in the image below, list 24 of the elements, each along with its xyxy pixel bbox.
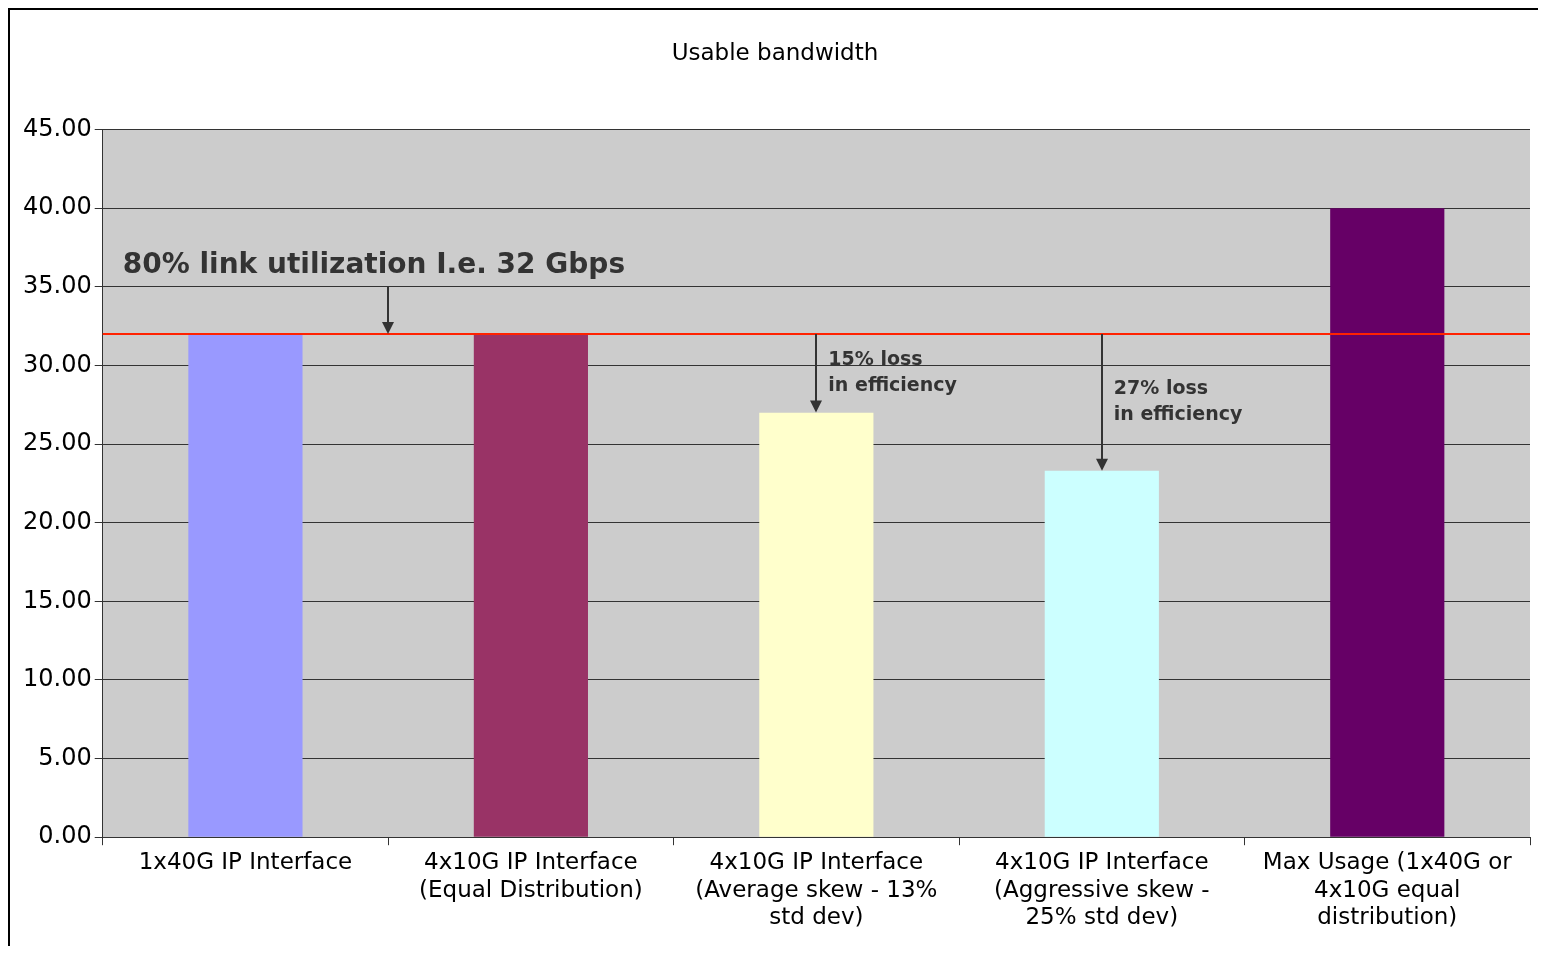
y-tick-label: 10.00 bbox=[22, 664, 92, 693]
x-tick-label: Max Usage (1x40G or 4x10G equal distribution) bbox=[1262, 847, 1513, 930]
y-tick-label: 20.00 bbox=[22, 506, 92, 535]
y-tick-label: 15.00 bbox=[22, 585, 92, 614]
annotation: 27% loss in efficiency bbox=[1113, 376, 1243, 425]
bar bbox=[759, 412, 874, 837]
x-tick-label: 4x10G IP Interface (Equal Distribution) bbox=[419, 847, 643, 902]
annotation: 15% loss in efficiency bbox=[828, 347, 958, 396]
bar bbox=[473, 334, 588, 837]
y-tick-label: 35.00 bbox=[22, 271, 92, 300]
bar bbox=[188, 334, 303, 837]
y-tick-label: 0.00 bbox=[38, 821, 92, 850]
y-tick-label: 5.00 bbox=[38, 742, 92, 771]
y-tick-label: 30.00 bbox=[22, 349, 92, 378]
bar bbox=[1044, 470, 1159, 837]
y-tick-label: 25.00 bbox=[22, 428, 92, 457]
x-tick-label: 4x10G IP Interface (Aggressive skew - 25% std dev) bbox=[994, 847, 1210, 930]
y-tick-label: 45.00 bbox=[22, 113, 92, 142]
ref-line-label: 80% link utilization I.e. 32 Gbps bbox=[122, 247, 626, 281]
x-tick-label: 1x40G IP Interface bbox=[138, 847, 353, 874]
bar bbox=[1330, 208, 1445, 837]
chart-title: Usable bandwidth bbox=[671, 38, 879, 65]
x-tick-label: 4x10G IP Interface (Average skew - 13% std dev) bbox=[695, 847, 938, 930]
y-tick-label: 40.00 bbox=[22, 192, 92, 221]
